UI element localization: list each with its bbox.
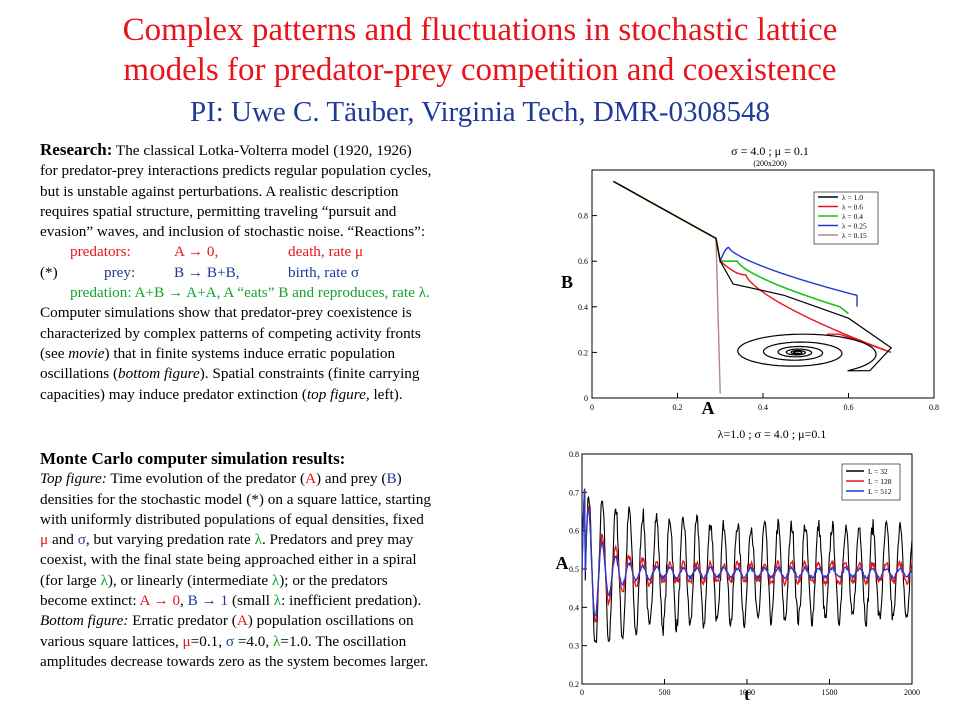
reaction-label: predators: (70, 243, 131, 261)
series-lambda-0.25-curve (613, 180, 858, 307)
mc-line: Top figure: Time evolution of the predat… (40, 470, 402, 488)
phase-portrait-chart: σ = 4.0 ; μ = 0.1 (200x200) 0 0.2 0.4 0.6 0.… (561, 144, 939, 416)
reaction-label: predation: (70, 284, 132, 302)
series-lambda-1.0-curve (613, 180, 893, 372)
x-tick-label: 0.8 (929, 403, 939, 412)
research-line: but is unstable against perturbations. A… (40, 182, 399, 200)
x-tick-label: 0 (590, 403, 594, 412)
x-tick-label: 0.2 (673, 403, 683, 412)
reaction-equation: B → B+B, (174, 263, 240, 281)
x-tick-label: 1500 (822, 688, 838, 697)
title-line-2: models for predator-prey competition and… (123, 52, 837, 88)
reaction-equation: A → 0, (174, 243, 219, 261)
y-tick-label: 0.6 (569, 527, 579, 536)
series-L128-line (581, 488, 913, 623)
mc-line: amplitudes decrease towards zero as the … (40, 652, 429, 670)
pi-line: PI: Uwe C. Täuber, Virginia Tech, DMR-03… (189, 96, 771, 128)
legend-entry: L = 128 (868, 477, 892, 486)
x-tick-label: 2000 (904, 688, 920, 697)
reaction-marker: (*) (40, 263, 58, 281)
title-line-1: Complex patterns and fluctuations in sto… (122, 12, 838, 48)
y-tick-label: 0.6 (578, 257, 588, 266)
y-tick-label: 0.4 (578, 303, 588, 312)
reaction-description: reproduces (317, 284, 385, 302)
mc-paragraph: Monte Carlo computer simulation results:… (40, 449, 535, 672)
x-tick-label: 500 (659, 688, 671, 697)
mc-line: Bottom figure: Erratic predator (A) popu… (40, 612, 414, 630)
y-tick-label: 0.7 (569, 488, 579, 497)
x-axis-label: A (702, 398, 715, 416)
mc-line: various square lattices, μ=0.1, σ =4.0, … (40, 632, 407, 650)
series-lambda-0.6-curve (613, 180, 892, 354)
y-axis-label: A (556, 553, 569, 573)
x-tick-label: 1000 (739, 688, 755, 697)
reaction-predation: predation: A+B → A+A, A “eats” B and rep… (40, 283, 535, 303)
research-heading: Research: (40, 140, 113, 159)
research-line: requires spatial structure, permitting t… (40, 202, 397, 220)
y-tick-label: 0.3 (569, 642, 579, 651)
series-L32-line (581, 488, 913, 643)
y-tick-label: 0.5 (569, 565, 579, 574)
x-tick-label: 0.6 (844, 403, 854, 412)
mc-heading: Monte Carlo computer simulation results: (40, 449, 346, 468)
legend-entry: λ = 0.4 (842, 212, 863, 221)
mc-line: with uniformly distributed populations o… (40, 510, 424, 528)
legend-entry: L = 512 (868, 487, 892, 496)
mc-line: densities for the stochastic model (*) o… (40, 490, 431, 508)
y-axis-label: B (561, 272, 573, 292)
y-tick-label: 0.2 (578, 348, 588, 357)
y-tick-label: 0.4 (569, 603, 579, 612)
research-line: Computer simulations show that predator-… (40, 304, 412, 322)
time-series-chart: λ=1.0 ; σ = 4.0 ; μ=0.1 0 500 1000 1500 2000… (556, 427, 921, 704)
y-tick-label: 0.8 (578, 212, 588, 221)
mc-line: coexist, with the final state being appr… (40, 551, 417, 569)
reaction-prey: (*) prey: B → B+B, birth, rate σ (40, 263, 535, 283)
legend-entry: λ = 0.6 (842, 203, 863, 212)
research-line: capacities) may induce predator extincti… (40, 385, 403, 403)
x-tick-label: 0 (580, 688, 584, 697)
reaction-description: , rate λ. (384, 284, 430, 302)
reaction-description: death, rate μ (288, 243, 364, 261)
y-tick-label: 0.8 (569, 450, 579, 459)
research-line: characterized by complex patterns of com… (40, 324, 421, 342)
research-line: (see movie) that in finite systems induc… (40, 344, 396, 362)
reaction-label: prey: (104, 263, 136, 281)
research-line: The classical Lotka-Volterra model (1920… (115, 142, 412, 159)
chart-title: λ=1.0 ; σ = 4.0 ; μ=0.1 (718, 427, 827, 441)
y-tick-label: 0 (584, 394, 588, 403)
chart-title: σ = 4.0 ; μ = 0.1 (731, 144, 809, 158)
reaction-description: A “eats” B and (223, 284, 318, 302)
reaction-equation: A+B → A+A, (134, 284, 221, 302)
legend-entry: λ = 1.0 (842, 193, 863, 202)
series-lambda-0.4-curve (613, 180, 849, 315)
research-line: evasion” waves, and inclusion of stochas… (40, 223, 426, 241)
x-axis-label: t (744, 685, 750, 704)
mc-line: (for large λ), or linearly (intermediate… (40, 571, 388, 589)
movie-link: movie (68, 344, 105, 362)
research-line: oscillations (bottom figure). Spatial co… (40, 365, 420, 383)
legend-entry: λ = 0.25 (842, 222, 867, 231)
reaction-description: birth, rate σ (288, 263, 360, 281)
mc-line: become extinct: A → 0, B → 1 (small λ: i… (40, 592, 422, 610)
y-tick-label: 0.2 (569, 680, 579, 689)
series-lambda-0.15-curve (613, 180, 721, 394)
research-paragraph: Research: The classical Lotka-Volterra m… (40, 140, 535, 405)
x-tick-label: 0.4 (758, 403, 768, 412)
legend-box (841, 463, 901, 501)
chart-subtitle: (200x200) (753, 159, 787, 168)
research-line: for predator-prey interactions predicts … (40, 162, 432, 180)
reaction-predators: predators: A → 0, death, rate μ (40, 242, 535, 262)
legend-entry: λ = 0.15 (842, 231, 867, 240)
mc-line: μ and σ, but varying predation rate λ. P… (40, 531, 414, 549)
series-L512-line (581, 488, 913, 617)
legend-entry: L = 32 (868, 467, 888, 476)
